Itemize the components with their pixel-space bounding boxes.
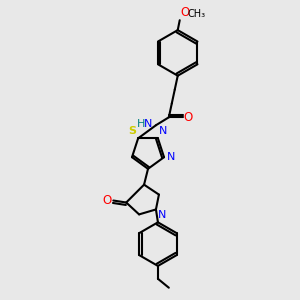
Text: O: O	[102, 194, 111, 207]
Text: S: S	[128, 126, 136, 136]
Text: N: N	[158, 210, 166, 220]
Text: N: N	[159, 126, 167, 136]
Text: O: O	[184, 111, 193, 124]
Text: N: N	[167, 152, 176, 162]
Text: H: H	[137, 119, 145, 129]
Text: CH₃: CH₃	[188, 9, 206, 19]
Text: N: N	[144, 119, 152, 129]
Text: O: O	[181, 6, 190, 19]
